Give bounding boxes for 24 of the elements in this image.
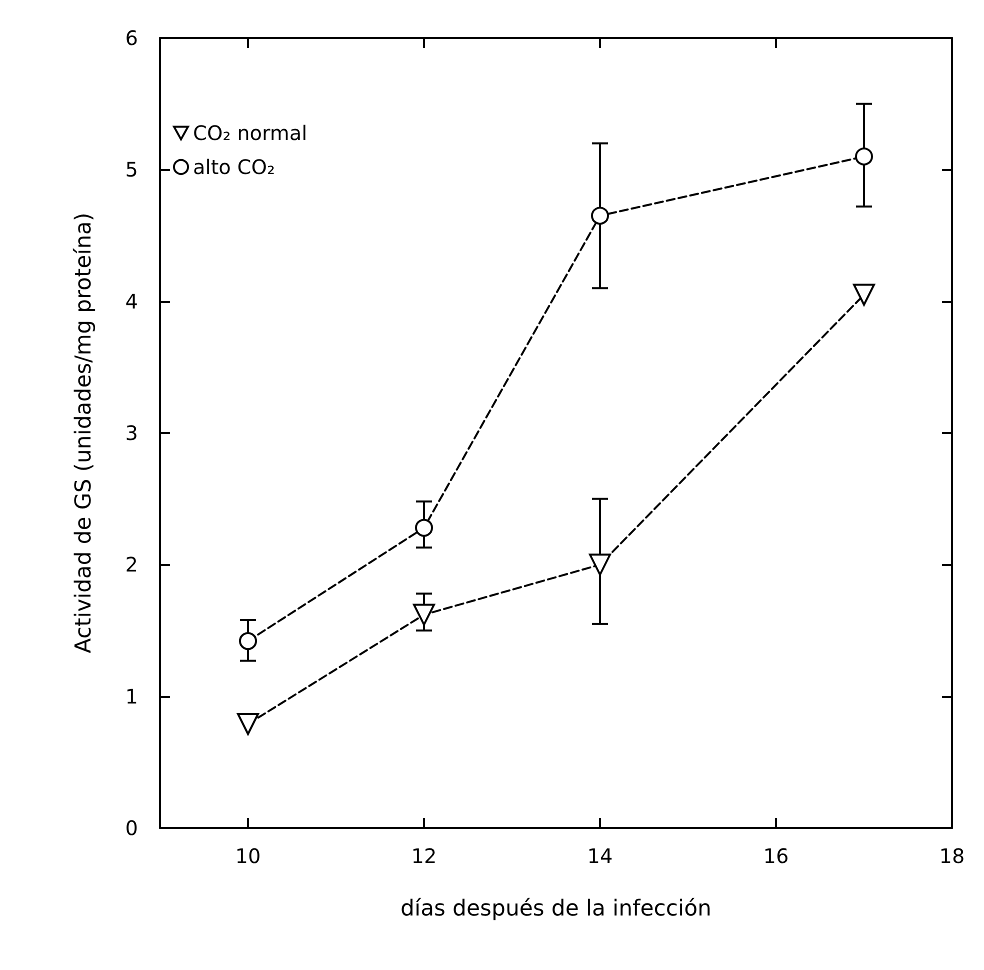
x-tick-label: 10 — [235, 844, 261, 868]
point — [413, 604, 435, 626]
x-tick-label: 16 — [763, 844, 789, 868]
point — [239, 632, 257, 650]
point — [855, 148, 873, 166]
x-axis-title: días después de la infección — [400, 896, 712, 922]
legend-label: CO₂ normal — [193, 121, 308, 145]
y-tick-label: 4 — [125, 289, 138, 314]
point — [415, 518, 433, 537]
y-tick-label: 2 — [125, 552, 138, 577]
y-tick-label: 5 — [125, 158, 138, 182]
legend-label: alto CO₂ — [193, 155, 275, 179]
x-tick-label: 18 — [939, 844, 965, 868]
y-tick-label: 0 — [125, 816, 138, 840]
point — [853, 284, 875, 306]
y-tick-label: 1 — [125, 684, 138, 708]
point — [589, 554, 611, 576]
point — [591, 206, 609, 225]
y-axis-title: Actividad de GS (unidades/mg proteína) — [72, 212, 96, 654]
y-tick-label: 3 — [125, 421, 138, 445]
x-tick-label: 14 — [587, 844, 613, 868]
y-tick-label: 6 — [125, 26, 138, 50]
x-tick-label: 12 — [411, 844, 437, 868]
point — [237, 712, 259, 735]
